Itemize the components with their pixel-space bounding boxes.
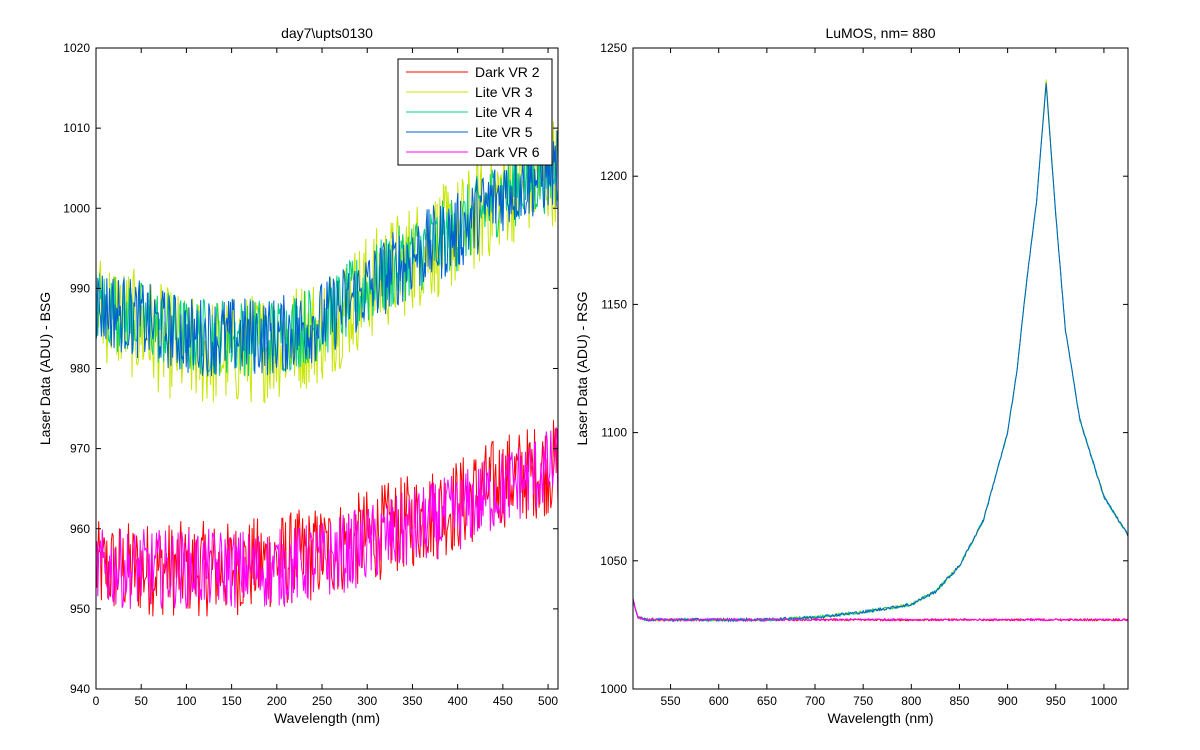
series-group — [633, 79, 1128, 623]
y-tick-label: 1150 — [601, 297, 627, 311]
y-tick-label: 970 — [70, 442, 90, 456]
x-tick-label: 150 — [222, 694, 242, 708]
chart-panel-2: 550 600 650 700 750 800 850 900 950 1000 1000 1050 1… — [574, 25, 1129, 726]
y-tick-label: 1200 — [600, 169, 627, 183]
x-tick-label: 600 — [709, 694, 729, 708]
x-tick-label: 350 — [402, 694, 422, 708]
legend-label: Lite VR 4 — [475, 104, 533, 120]
x-tick-label: 1000 — [1091, 694, 1118, 708]
y-tick-label: 1020 — [63, 41, 90, 55]
x-tick-label: 800 — [901, 694, 921, 708]
x-tick-label: 500 — [538, 694, 558, 708]
x-tick-label: 200 — [267, 694, 287, 708]
x-tick-label: 900 — [998, 694, 1018, 708]
y-tick-label: 940 — [70, 682, 90, 696]
chart-panel-1: 0 50 100 150 200 250 300 350 400 450 500 940 950 960 9… — [37, 25, 559, 726]
y-tick-label: 980 — [70, 362, 90, 376]
legend-label: Lite VR 5 — [475, 124, 533, 140]
x-tick-label: 700 — [805, 694, 825, 708]
x-tick-label: 0 — [93, 694, 100, 708]
series-line-dark-vr-6 — [96, 427, 558, 609]
y-tick-label: 1100 — [601, 426, 627, 440]
x-tick-label: 550 — [661, 694, 681, 708]
legend-label: Dark VR 2 — [475, 64, 540, 80]
y-tick-label: 1000 — [63, 201, 90, 215]
y-tick-label: 1000 — [600, 682, 627, 696]
series-line-dark-vr-6 — [633, 599, 1128, 622]
x-tick-label: 100 — [176, 694, 196, 708]
x-tick-label: 950 — [1046, 694, 1066, 708]
y-axis-label: Laser Data (ADU) - RSG — [574, 291, 590, 445]
y-tick-label: 990 — [70, 281, 90, 295]
chart-title: day7\upts0130 — [281, 25, 373, 41]
axes-box — [632, 47, 1129, 690]
legend-label: Dark VR 6 — [475, 144, 540, 160]
legend-label: Lite VR 3 — [475, 84, 533, 100]
y-tick-label: 950 — [70, 602, 90, 616]
chart-title: LuMOS, nm= 880 — [825, 25, 935, 41]
y-tick-label: 1050 — [600, 554, 627, 568]
x-tick-label: 300 — [357, 694, 377, 708]
x-tick-label: 250 — [312, 694, 332, 708]
y-tick-label: 960 — [70, 522, 90, 536]
plot-area — [633, 48, 1128, 689]
x-tick-label: 400 — [448, 694, 468, 708]
x-tick-label: 450 — [493, 694, 513, 708]
x-tick-label: 850 — [949, 694, 969, 708]
x-axis-label: Wavelength (nm) — [827, 710, 933, 726]
x-tick-label: 650 — [757, 694, 777, 708]
y-tick-label: 1250 — [600, 41, 627, 55]
x-tick-label: 50 — [135, 694, 149, 708]
y-tick-label: 1010 — [63, 121, 90, 135]
series-group — [96, 121, 558, 617]
series-line-lite-vr-5 — [633, 82, 1128, 623]
y-axis-label: Laser Data (ADU) - BSG — [37, 292, 53, 445]
x-axis-label: Wavelength (nm) — [274, 710, 380, 726]
legend: Dark VR 2 Lite VR 3 Lite VR 4 Lite VR 5 Dark… — [397, 58, 553, 166]
x-tick-label: 750 — [853, 694, 873, 708]
series-line-lite-vr-5 — [96, 130, 558, 377]
